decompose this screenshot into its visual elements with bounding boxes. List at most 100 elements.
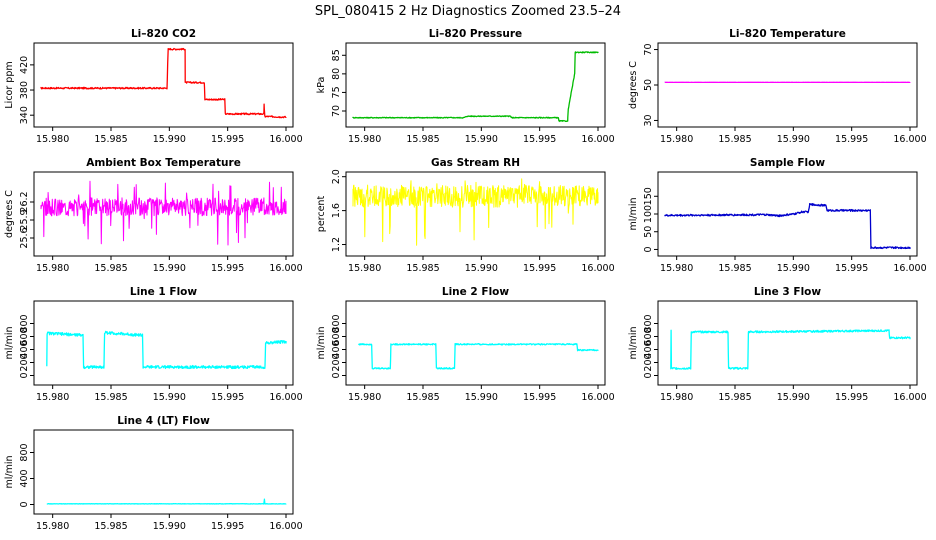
x-tick-label: 16.000 [269, 392, 302, 403]
x-tick-label: 16.000 [581, 263, 614, 274]
chart-title: Li–820 Pressure [429, 28, 522, 40]
x-tick-label: 15.985 [406, 263, 439, 274]
y-tick-label: 800 [19, 314, 30, 332]
data-series-line [352, 51, 599, 123]
x-tick-label: 15.985 [406, 134, 439, 145]
plot-frame [345, 171, 606, 257]
y-tick-label: 30 [643, 114, 654, 126]
data-series-line [670, 329, 911, 370]
chart-panels: Li–820 CO2 15.980 15.985 15.990 15.995 16.000… [4, 28, 927, 532]
x-tick-label: 15.985 [94, 392, 127, 403]
y-tick-label: 0 [331, 372, 342, 378]
x-tick-label: 15.995 [211, 521, 244, 532]
x-tick-label: 16.000 [893, 392, 926, 403]
plot-frame [345, 300, 606, 386]
y-tick-label: 600 [643, 327, 654, 345]
chart-title: Line 4 (LT) Flow [117, 415, 210, 427]
x-tick-label: 15.990 [465, 263, 498, 274]
chart-panel-7: Line 1 Flow 15.980 15.985 15.990 15.995 16.00… [4, 286, 303, 403]
y-tick-label: 600 [331, 327, 342, 345]
x-tick-label: 15.990 [777, 263, 810, 274]
data-series-line [352, 178, 599, 246]
x-tick-label: 15.995 [211, 263, 244, 274]
y-tick-label: 600 [19, 327, 30, 345]
y-axis-label: ml/min [628, 326, 639, 359]
x-tick-label: 15.985 [94, 134, 127, 145]
x-tick-label: 15.990 [465, 134, 498, 145]
y-tick-label: 0 [19, 372, 30, 378]
y-tick-label: 800 [19, 443, 30, 461]
y-tick-label: 100 [643, 205, 654, 223]
x-tick-label: 15.980 [36, 263, 69, 274]
data-series-line [664, 202, 911, 250]
x-tick-label: 15.985 [94, 521, 127, 532]
x-tick-label: 15.990 [153, 134, 186, 145]
y-axis-label: ml/min [4, 455, 15, 488]
y-tick-label: 0 [19, 501, 30, 507]
figure-title: SPL_080415 2 Hz Diagnostics Zoomed 23.5–… [315, 4, 621, 19]
data-series-line [40, 180, 287, 246]
y-axis-label: kPa [316, 77, 327, 94]
y-tick-label: 150 [643, 187, 654, 205]
plot-frame [345, 42, 606, 128]
x-tick-label: 15.980 [36, 134, 69, 145]
x-tick-label: 15.980 [660, 134, 693, 145]
y-tick-label: 420 [19, 56, 30, 74]
chart-panel-1: Li–820 CO2 15.980 15.985 15.990 15.995 16.000… [4, 28, 303, 145]
plot-frame [657, 42, 918, 128]
chart-title: Li–820 Temperature [729, 28, 846, 40]
x-tick-label: 15.995 [523, 392, 556, 403]
y-tick-label: 70 [331, 105, 342, 117]
chart-title: Sample Flow [750, 157, 825, 169]
chart-title: Line 2 Flow [442, 286, 509, 298]
y-tick-label: 70 [643, 43, 654, 55]
x-tick-label: 15.985 [94, 263, 127, 274]
chart-panel-5: Gas Stream RH 15.980 15.985 15.990 15.995 16.… [316, 157, 615, 274]
x-tick-label: 15.995 [211, 392, 244, 403]
y-tick-label: 1.2 [331, 237, 342, 252]
y-tick-label: 340 [19, 106, 30, 124]
chart-panel-4: Ambient Box Temperature 15.980 15.985 15.99… [4, 157, 303, 274]
x-tick-label: 15.980 [660, 263, 693, 274]
data-series-line [40, 47, 287, 119]
x-tick-label: 15.995 [835, 263, 868, 274]
y-axis-label: degrees C [4, 190, 15, 238]
chart-panel-3: Li–820 Temperature 15.980 15.985 15.990 15.9… [628, 28, 927, 145]
x-tick-label: 16.000 [269, 521, 302, 532]
y-tick-label: 380 [19, 81, 30, 99]
y-axis-label: ml/min [4, 326, 15, 359]
chart-panel-9: Line 3 Flow 15.980 15.985 15.990 15.995 16.00… [628, 286, 927, 403]
x-tick-label: 16.000 [581, 392, 614, 403]
y-tick-label: 26.2 [19, 191, 30, 212]
y-tick-label: 85 [331, 49, 342, 61]
x-tick-label: 15.980 [348, 134, 381, 145]
chart-title: Line 3 Flow [754, 286, 821, 298]
x-tick-label: 15.980 [348, 263, 381, 274]
chart-panel-6: Sample Flow 15.980 15.985 15.990 15.995 16.00… [628, 157, 927, 274]
y-axis-label: ml/min [628, 197, 639, 230]
x-tick-label: 16.000 [269, 263, 302, 274]
y-tick-label: 0 [643, 246, 654, 252]
y-tick-label: 50 [643, 226, 654, 238]
y-tick-label: 800 [331, 314, 342, 332]
x-tick-label: 15.990 [153, 392, 186, 403]
y-tick-label: 400 [19, 469, 30, 487]
x-tick-label: 15.980 [36, 521, 69, 532]
x-tick-label: 15.980 [660, 392, 693, 403]
y-tick-label: 25.9 [19, 209, 30, 230]
plot-frame [33, 171, 294, 257]
y-axis-label: percent [316, 196, 327, 233]
x-tick-label: 15.980 [36, 392, 69, 403]
y-tick-label: 400 [19, 340, 30, 358]
x-tick-label: 15.980 [348, 392, 381, 403]
y-tick-label: 0 [643, 372, 654, 378]
y-axis-label: ml/min [316, 326, 327, 359]
x-tick-label: 15.985 [718, 134, 751, 145]
x-tick-label: 15.985 [718, 263, 751, 274]
chart-title: Ambient Box Temperature [86, 157, 241, 169]
plot-frame [33, 42, 294, 128]
y-tick-label: 400 [331, 340, 342, 358]
data-series-line [46, 498, 287, 505]
y-tick-label: 800 [643, 314, 654, 332]
